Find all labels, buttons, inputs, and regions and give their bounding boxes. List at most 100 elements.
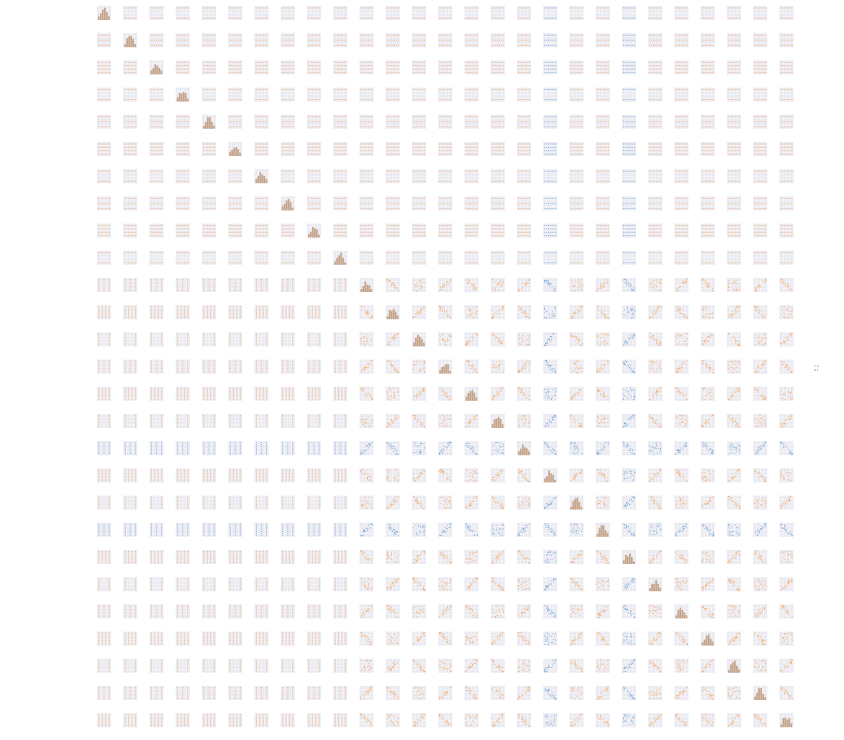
- scatter-point: [413, 154, 414, 155]
- scatter-point: [240, 121, 241, 122]
- scatter-point: [501, 35, 502, 36]
- scatter-point: [580, 116, 581, 117]
- scatter-point: [312, 89, 313, 90]
- subplot-r3-c18: [570, 88, 584, 102]
- scatter-point: [629, 8, 630, 9]
- scatter-point: [261, 154, 262, 155]
- scatter-point: [261, 89, 262, 90]
- scatter-point: [467, 181, 468, 182]
- scatter-point: [604, 18, 605, 19]
- scatter-point: [681, 121, 682, 122]
- histogram-bar: [233, 148, 235, 156]
- scatter-point: [315, 69, 316, 70]
- scatter-point: [387, 45, 388, 46]
- scatter-point: [499, 18, 500, 19]
- scatter-point: [730, 89, 731, 90]
- scatter-point: [728, 8, 729, 9]
- scatter-point: [728, 18, 729, 19]
- scatter-point: [660, 62, 661, 63]
- scatter-point: [259, 62, 260, 63]
- scatter-point: [763, 18, 764, 19]
- scatter-point: [655, 150, 656, 151]
- scatter-point: [735, 62, 736, 63]
- scatter-point: [256, 72, 257, 73]
- subplot-r1-c3: [176, 33, 190, 47]
- scatter-point: [361, 171, 362, 172]
- scatter-point: [205, 65, 206, 66]
- scatter-point: [398, 45, 399, 46]
- scatter-point: [370, 89, 371, 90]
- scatter-point: [552, 121, 553, 122]
- subplot-r5-c20: [622, 142, 636, 156]
- scatter-point: [133, 69, 134, 70]
- scatter-point: [417, 181, 418, 182]
- scatter-point: [128, 18, 129, 19]
- scatter-point: [730, 99, 731, 100]
- scatter-point: [188, 8, 189, 9]
- scatter-point: [786, 72, 787, 73]
- scatter-point: [763, 121, 764, 122]
- scatter-point: [209, 35, 210, 36]
- scatter-point: [792, 144, 793, 145]
- scatter-point: [606, 144, 607, 145]
- scatter-point: [623, 89, 624, 90]
- scatter-point: [784, 116, 785, 117]
- scatter-point: [657, 126, 658, 127]
- scatter-point: [177, 72, 178, 73]
- scatter-point: [582, 99, 583, 100]
- scatter-point: [467, 147, 468, 148]
- scatter-point: [634, 45, 635, 46]
- subplot-r2-c6: [255, 60, 269, 74]
- scatter-point: [287, 35, 288, 36]
- scatter-point: [448, 171, 449, 172]
- scatter-point: [653, 40, 654, 41]
- scatter-point: [105, 116, 106, 117]
- scatter-point: [415, 99, 416, 100]
- scatter-point: [107, 116, 108, 117]
- scatter-point: [739, 121, 740, 122]
- scatter-point: [448, 147, 449, 148]
- scatter-point: [760, 154, 761, 155]
- subplot-r0-c5: [228, 6, 242, 20]
- scatter-point: [343, 65, 344, 66]
- scatter-point: [781, 144, 782, 145]
- scatter-point: [445, 65, 446, 66]
- scatter-point: [467, 69, 468, 70]
- scatter-point: [705, 18, 706, 19]
- scatter-point: [629, 62, 630, 63]
- scatter-point: [529, 126, 530, 127]
- scatter-point: [574, 69, 575, 70]
- scatter-point: [606, 154, 607, 155]
- scatter-point: [788, 121, 789, 122]
- scatter-point: [203, 62, 204, 63]
- scatter-point: [314, 121, 315, 122]
- scatter-point: [599, 72, 600, 73]
- scatter-point: [413, 35, 414, 36]
- scatter-point: [578, 144, 579, 145]
- scatter-point: [756, 154, 757, 155]
- scatter-point: [366, 69, 367, 70]
- scatter-point: [555, 35, 556, 36]
- scatter-point: [390, 72, 391, 73]
- scatter-point: [389, 65, 390, 66]
- scatter-point: [582, 116, 583, 117]
- scatter-point: [677, 65, 678, 66]
- scatter-point: [501, 144, 502, 145]
- scatter-point: [207, 65, 208, 66]
- scatter-point: [651, 150, 652, 151]
- scatter-point: [340, 171, 341, 172]
- scatter-point: [604, 89, 605, 90]
- scatter-point: [445, 62, 446, 63]
- scatter-point: [676, 89, 677, 90]
- scatter-point: [730, 154, 731, 155]
- scatter-point: [392, 171, 393, 172]
- scatter-point: [364, 72, 365, 73]
- scatter-point: [786, 35, 787, 36]
- scatter-point: [788, 150, 789, 151]
- scatter-point: [469, 45, 470, 46]
- scatter-point: [104, 154, 105, 155]
- scatter-point: [424, 89, 425, 90]
- scatter-point: [293, 18, 294, 19]
- scatter-point: [336, 69, 337, 70]
- scatter-point: [578, 150, 579, 151]
